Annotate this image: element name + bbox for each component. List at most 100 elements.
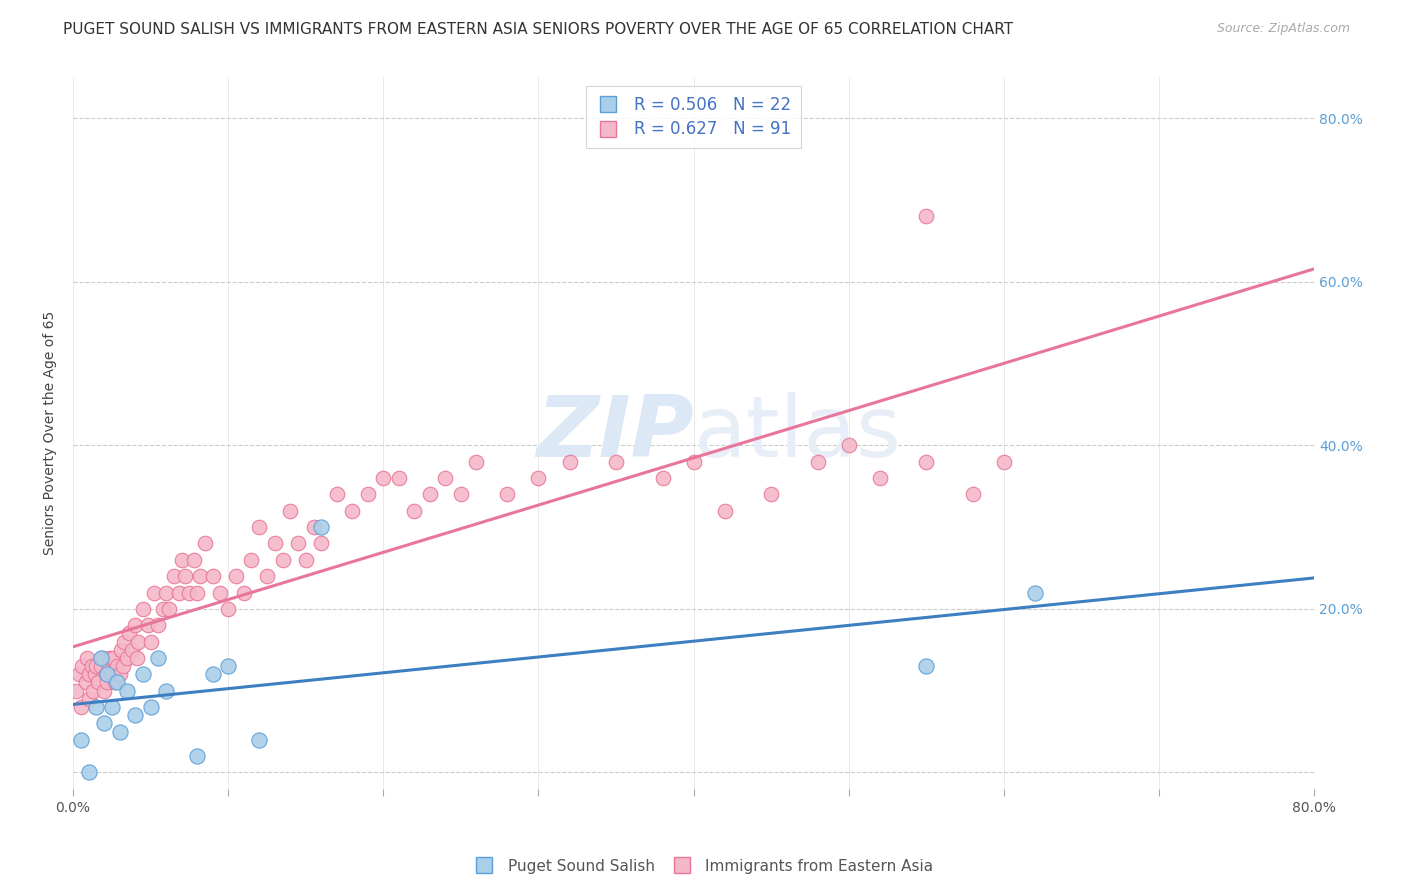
Text: Source: ZipAtlas.com: Source: ZipAtlas.com [1216, 22, 1350, 36]
Point [139, 700, 162, 714]
Point [373, 471, 395, 485]
Point [167, 585, 190, 599]
Point [186, 749, 208, 764]
Point [110, 642, 132, 657]
Point [70, 732, 93, 747]
Point [404, 504, 426, 518]
Point [148, 651, 170, 665]
Point [72, 659, 94, 673]
Point [103, 651, 125, 665]
Point [217, 602, 239, 616]
Point [101, 700, 124, 714]
Point [183, 553, 205, 567]
Point [111, 659, 134, 673]
Point [125, 651, 148, 665]
Point [287, 536, 309, 550]
Point [124, 618, 146, 632]
Point [225, 569, 247, 583]
Point [148, 618, 170, 632]
Point [77, 765, 100, 780]
Point [1024, 585, 1046, 599]
Point [201, 569, 224, 583]
Point [98, 651, 121, 665]
Point [186, 585, 208, 599]
Point [838, 438, 860, 452]
Point [97, 659, 120, 673]
Point [139, 634, 162, 648]
Point [256, 569, 278, 583]
Point [232, 585, 254, 599]
Point [450, 487, 472, 501]
Point [558, 455, 581, 469]
Point [93, 683, 115, 698]
Point [263, 536, 285, 550]
Text: atlas: atlas [693, 392, 901, 475]
Point [96, 675, 118, 690]
Point [434, 471, 457, 485]
Point [87, 675, 110, 690]
Point [209, 585, 232, 599]
Point [527, 471, 550, 485]
Point [117, 683, 139, 698]
Point [82, 683, 104, 698]
Point [915, 455, 938, 469]
Point [869, 471, 891, 485]
Point [713, 504, 735, 518]
Point [121, 642, 143, 657]
Point [136, 618, 159, 632]
Legend: Puget Sound Salish, Immigrants from Eastern Asia: Puget Sound Salish, Immigrants from East… [467, 853, 939, 880]
Point [96, 667, 118, 681]
Point [132, 602, 155, 616]
Point [86, 700, 108, 714]
Point [70, 700, 93, 714]
Point [77, 691, 100, 706]
Point [118, 626, 141, 640]
Point [605, 455, 627, 469]
Point [194, 536, 217, 550]
Point [311, 536, 333, 550]
Point [65, 683, 87, 698]
Point [112, 634, 135, 648]
Point [651, 471, 673, 485]
Point [294, 553, 316, 567]
Point [311, 520, 333, 534]
Point [247, 732, 270, 747]
Point [465, 455, 488, 469]
Point [179, 585, 201, 599]
Point [93, 716, 115, 731]
Point [90, 659, 112, 673]
Point [163, 569, 186, 583]
Point [90, 651, 112, 665]
Point [915, 659, 938, 673]
Point [326, 487, 349, 501]
Point [105, 659, 128, 673]
Point [278, 504, 301, 518]
Point [124, 708, 146, 723]
Point [993, 455, 1015, 469]
Text: PUGET SOUND SALISH VS IMMIGRANTS FROM EASTERN ASIA SENIORS POVERTY OVER THE AGE : PUGET SOUND SALISH VS IMMIGRANTS FROM EA… [63, 22, 1014, 37]
Point [76, 651, 98, 665]
Point [155, 585, 177, 599]
Point [108, 724, 131, 739]
Point [91, 651, 114, 665]
Point [117, 651, 139, 665]
Point [759, 487, 782, 501]
Point [86, 659, 108, 673]
Point [157, 602, 180, 616]
Point [80, 659, 103, 673]
Point [155, 683, 177, 698]
Point [94, 667, 117, 681]
Legend: R = 0.506   N = 22, R = 0.627   N = 91: R = 0.506 N = 22, R = 0.627 N = 91 [586, 86, 801, 148]
Point [357, 487, 380, 501]
Point [217, 659, 239, 673]
Point [388, 471, 411, 485]
Point [682, 455, 704, 469]
Point [75, 675, 97, 690]
Point [77, 667, 100, 681]
Point [915, 210, 938, 224]
Point [807, 455, 830, 469]
Text: ZIP: ZIP [536, 392, 693, 475]
Point [132, 667, 155, 681]
Point [83, 667, 105, 681]
Point [170, 553, 193, 567]
